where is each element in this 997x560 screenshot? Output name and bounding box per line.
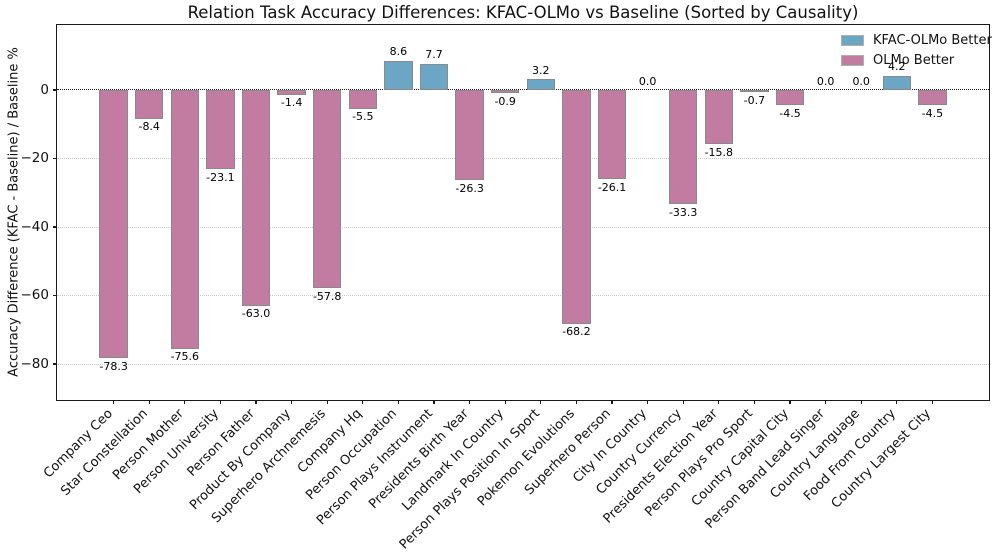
x-tick-mark: [326, 400, 328, 404]
value-label-presidents-birth-year: -26.3: [455, 181, 484, 195]
bar-star-constellation: [134, 90, 164, 119]
value-label-product-by-company: -1.4: [280, 96, 303, 110]
x-tick-mark: [219, 400, 222, 404]
x-tick-mark: [291, 400, 293, 404]
chart-title: Relation Task Accuracy Differences: KFAC…: [187, 3, 859, 22]
gridline-y-20: [57, 158, 989, 160]
x-tick-mark: [113, 400, 115, 404]
y-tick-label: −80: [20, 355, 50, 372]
y-tick-label: −20: [20, 150, 50, 167]
bar-presidents-birth-year: [455, 90, 484, 181]
gridline-y-40: [57, 226, 989, 228]
value-label-company-ceo: -78.3: [99, 359, 128, 373]
x-tick-mark: [362, 400, 364, 404]
x-tick-mark: [753, 400, 756, 404]
y-tick-mark: [53, 89, 57, 91]
bar-person-plays-pro-sport: [740, 90, 769, 93]
legend-row-kfac-olmo-better: KFAC-OLMo Better: [841, 31, 992, 51]
bar-person-mother: [170, 90, 200, 349]
bar-landmark-in-country: [490, 90, 520, 94]
bar-pokemon-evolutions: [562, 90, 591, 324]
value-label-country-language: 0.0: [852, 74, 870, 88]
value-label-person-plays-instrument: 7.7: [425, 48, 443, 62]
x-tick-mark: [504, 400, 506, 404]
bar-superhero-person: [597, 90, 627, 180]
x-tick-mark: [540, 400, 542, 404]
bar-person-university: [206, 90, 235, 170]
y-tick-mark: [53, 294, 57, 297]
value-label-person-band-lead-singer: 0.0: [816, 74, 835, 88]
gridline-y-80: [57, 363, 989, 365]
y-tick-mark: [53, 157, 57, 160]
bar-presidents-election-year: [704, 90, 734, 145]
bar-person-occupation: [384, 60, 413, 91]
x-tick-mark: [646, 400, 649, 404]
x-tick-mark: [789, 400, 791, 404]
value-label-person-plays-position-in-sport: 3.2: [532, 63, 550, 77]
value-label-star-constellation: -8.4: [138, 120, 160, 134]
y-tick-label: −60: [20, 287, 50, 304]
x-tick-mark: [931, 400, 934, 404]
value-label-person-plays-pro-sport: -0.7: [743, 93, 766, 107]
y-tick-mark: [53, 226, 57, 228]
x-tick-mark: [860, 400, 862, 404]
legend: KFAC-OLMo Better OLMo Better: [841, 31, 992, 70]
bar-food-from-country: [882, 75, 912, 91]
x-tick-mark: [718, 400, 720, 404]
value-label-country-capital-city: -4.5: [779, 106, 801, 120]
x-tick-mark: [148, 400, 150, 404]
bar-company-ceo: [99, 90, 128, 359]
bar-person-father: [241, 90, 271, 306]
bar-person-plays-position-in-sport: [526, 79, 556, 91]
value-label-food-from-country: 4.2: [888, 60, 906, 74]
zero-gridline: [57, 89, 989, 91]
value-label-country-largest-city: -4.5: [921, 106, 944, 120]
value-label-city-in-country: 0.0: [638, 74, 657, 88]
y-tick-label: 0: [40, 81, 49, 98]
x-tick-mark: [896, 400, 898, 404]
bar-product-by-company: [277, 90, 306, 95]
value-label-company-hq: -5.5: [352, 110, 374, 124]
x-tick-mark: [397, 400, 400, 404]
bar-country-largest-city: [918, 90, 947, 106]
legend-label: KFAC-OLMo Better: [873, 33, 992, 49]
value-label-superhero-archnemesis: -57.8: [312, 289, 342, 303]
value-label-pokemon-evolutions: -68.2: [562, 325, 591, 339]
value-label-presidents-election-year: -15.8: [704, 145, 734, 159]
gridline-y-60: [57, 295, 989, 297]
value-label-person-father: -63.0: [241, 307, 271, 321]
legend-label: OLMo Better: [873, 52, 955, 68]
x-tick-mark: [255, 400, 257, 404]
x-tick-mark: [184, 400, 186, 404]
bar-person-plays-instrument: [419, 63, 449, 91]
value-label-person-mother: -75.6: [170, 350, 200, 364]
x-tick-mark: [682, 400, 684, 404]
legend-swatch-olmo-better: [841, 54, 864, 66]
legend-swatch-kfac-olmo-better: [841, 35, 864, 47]
bar-country-currency: [668, 90, 698, 205]
value-label-superhero-person: -26.1: [597, 180, 627, 194]
x-tick-mark: [824, 400, 827, 404]
y-tick-mark: [53, 363, 57, 365]
bar-company-hq: [348, 90, 378, 109]
value-label-person-occupation: 8.6: [389, 45, 408, 59]
bar-superhero-archnemesis: [312, 90, 342, 288]
y-tick-label: −40: [20, 218, 50, 235]
x-tick-mark: [469, 400, 471, 404]
legend-row-olmo-better: OLMo Better: [841, 51, 992, 71]
x-tick-mark: [575, 400, 578, 404]
bar-country-capital-city: [775, 90, 805, 106]
x-tick-mark: [433, 400, 435, 404]
value-label-landmark-in-country: -0.9: [494, 94, 516, 108]
value-label-person-university: -23.1: [206, 170, 235, 184]
x-tick-mark: [611, 400, 613, 404]
value-label-country-currency: -33.3: [668, 205, 698, 219]
